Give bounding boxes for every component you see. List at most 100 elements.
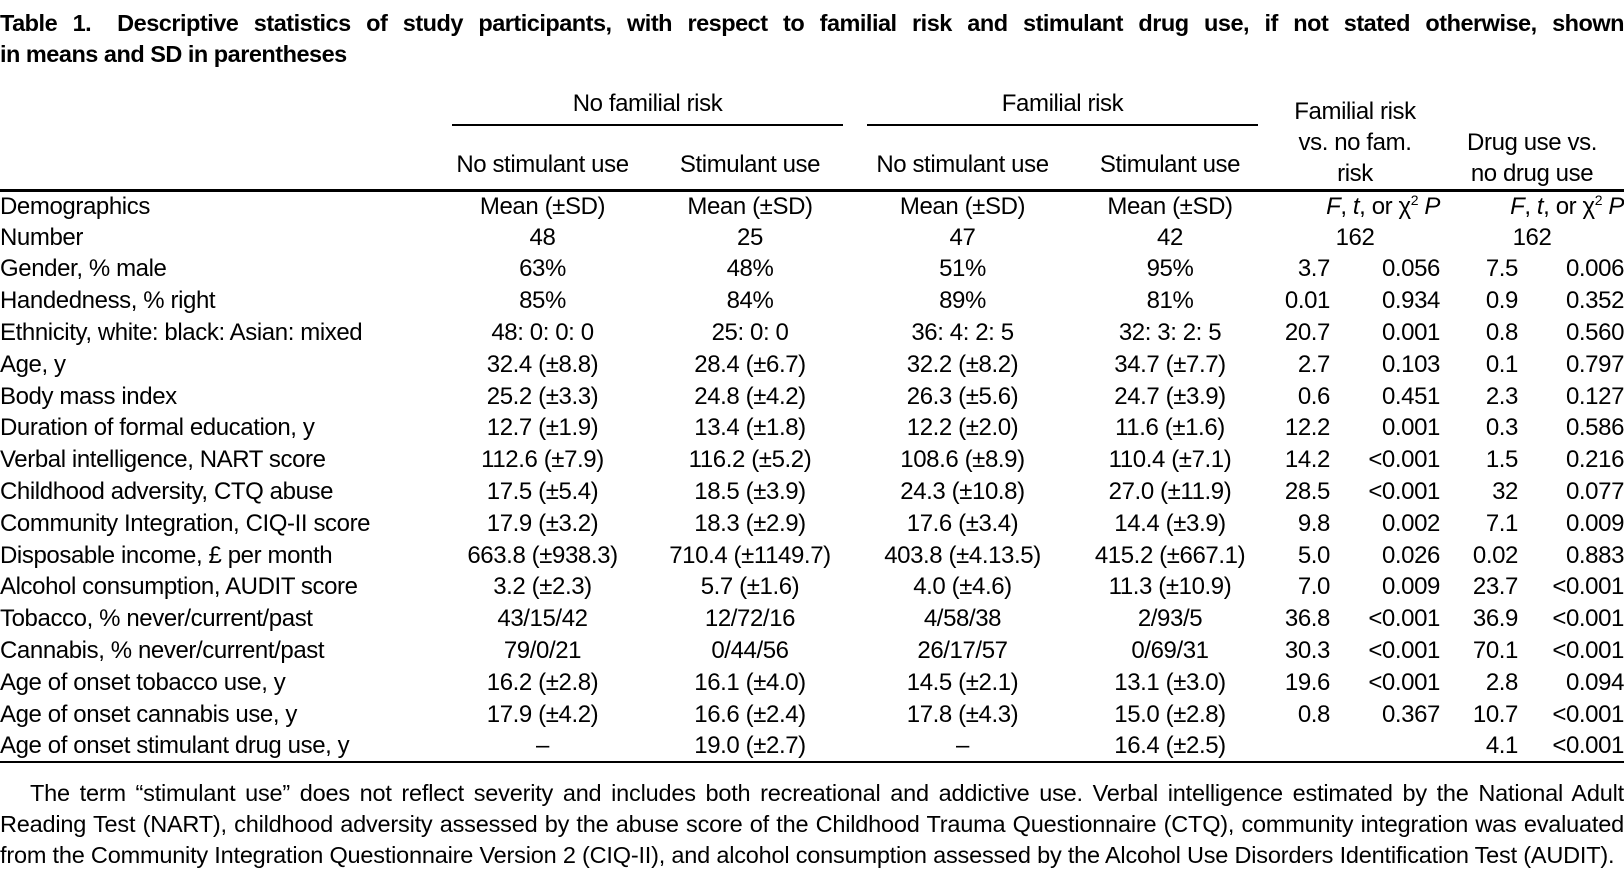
table-cell: 84%: [726, 287, 774, 315]
table-cell: 0.352: [1565, 287, 1624, 315]
table-cell: 43/15/42: [497, 605, 588, 633]
row-label: Community Integration, CIQ-II score: [0, 509, 371, 537]
table-cell: 24.7 (±3.9): [1114, 382, 1226, 410]
table-cell: 7.1: [1485, 509, 1519, 537]
table-cell: Mean (±SD): [899, 192, 1026, 220]
table-cell: 32: 3: 2: 5: [1118, 319, 1222, 347]
table-title-text: Descriptive statistics of study particip…: [117, 10, 1624, 36]
table-cell: 11.6 (±1.6): [1115, 414, 1225, 442]
table-cell: 13.4 (±1.8): [694, 414, 806, 442]
column-group-no-familial-risk: No familial risk: [440, 78, 855, 126]
table-cell: 0.002: [1381, 509, 1440, 537]
table-cell: 26.3 (±5.6): [906, 382, 1019, 410]
table-cell: 48: [529, 223, 556, 251]
table-cell: 7.5: [1485, 255, 1519, 283]
table-cell: <0.001: [1368, 637, 1440, 665]
empty-header-cell: [0, 78, 440, 126]
table-cell: 0/44/56: [711, 637, 789, 665]
column-header-stimulant-use: Stimulant use: [645, 126, 855, 192]
table-cell: 16.2 (±2.8): [486, 668, 599, 696]
table-cell: 19.0 (±2.7): [694, 731, 806, 759]
table-cell: <0.001: [1552, 731, 1624, 759]
table-cell: –: [956, 731, 969, 759]
row-label: Demographics: [0, 192, 150, 220]
table-cell: 0.02: [1472, 541, 1519, 569]
table-cell: <0.001: [1552, 605, 1624, 633]
table-cell: 32.2 (±8.2): [906, 350, 1019, 378]
table-cell: 24.3 (±10.8): [900, 478, 1025, 506]
table-cell: 116.2 (±5.2): [688, 446, 812, 474]
column-group-familial-vs-no-familial: Familial risk vs. no fam. risk: [1270, 78, 1440, 192]
table-cell: 19.6: [1284, 668, 1331, 696]
table-cell: 4.0 (±4.6): [913, 573, 1012, 601]
table-cell: [1330, 731, 1440, 763]
table-cell: 4/58/38: [923, 605, 1002, 633]
table-cell: 14.2: [1284, 446, 1331, 474]
table-cell: 13.1 (±3.0): [1114, 668, 1226, 696]
table-row: Age of onset cannabis use, y 17.9 (±4.2) 1…: [0, 699, 1624, 731]
column-group-label: risk: [1337, 159, 1373, 187]
row-label: Alcohol consumption, AUDIT score: [0, 573, 358, 601]
table-cell: 79/0/21: [503, 637, 582, 665]
table-cell: 32.4 (±8.8): [486, 350, 599, 378]
table-title-line1: Table 1. Descriptive statistics of study …: [0, 8, 1624, 39]
table-cell: 0/69/31: [1131, 637, 1209, 665]
row-label: Gender, % male: [0, 255, 167, 283]
table-row: Alcohol consumption, AUDIT score 3.2 (±2.…: [0, 572, 1624, 604]
table-number-label: Table 1.: [0, 10, 92, 36]
table-cell: 17.5 (±5.4): [486, 478, 599, 506]
table-cell: 26/17/57: [917, 637, 1008, 665]
table-cell: 0.451: [1381, 382, 1440, 410]
table-cell: 20.7: [1284, 319, 1331, 347]
table-cell: 0.001: [1381, 414, 1440, 442]
table-cell: 2.8: [1485, 668, 1519, 696]
table-cell: 0.026: [1381, 541, 1440, 569]
table-row: Age of onset stimulant drug use, y – 19.0 …: [0, 731, 1624, 763]
table-cell: 47: [949, 223, 976, 251]
table-cell: 4.1: [1485, 731, 1519, 759]
table-cell: 0.127: [1565, 382, 1624, 410]
table-row: Disposable income, £ per month 663.8 (±93…: [0, 540, 1624, 572]
table-cell: 16.4 (±2.5): [1114, 731, 1226, 759]
table-cell: 28.4 (±6.7): [694, 350, 806, 378]
sub-header-row: No stimulant use Stimulant use No stimul…: [0, 126, 1624, 192]
row-label: Duration of formal education, y: [0, 414, 315, 442]
table-cell: 0.009: [1381, 573, 1440, 601]
row-label: Childhood adversity, CTQ abuse: [0, 478, 334, 506]
table-cell: <0.001: [1552, 700, 1624, 728]
table-cell: 9.8: [1297, 509, 1331, 537]
paper-table-page: Table 1. Descriptive statistics of study …: [0, 8, 1624, 894]
table-cell: 14.5 (±2.1): [906, 668, 1019, 696]
table-cell: 25: 0: 0: [711, 319, 789, 347]
table-cell: <0.001: [1552, 573, 1624, 601]
table-cell: 663.8 (±938.3): [467, 541, 618, 569]
table-cell: 0.367: [1381, 700, 1440, 728]
table-row: Ethnicity, white: black: Asian: mixed 48:…: [0, 317, 1624, 349]
table-cell: 18.3 (±2.9): [694, 509, 806, 537]
table-cell: 0.01: [1284, 287, 1331, 315]
stat-header-familial: F, t, or χ2 P: [1326, 192, 1440, 221]
table-cell: 17.6 (±3.4): [906, 509, 1019, 537]
table-row: Cannabis, % never/current/past 79/0/21 0/4…: [0, 635, 1624, 667]
table-cell: 0.586: [1565, 414, 1624, 442]
table-cell: 17.9 (±4.2): [486, 700, 599, 728]
table-row-number: Number 48 25 47 42 162 162: [0, 222, 1624, 254]
table-cell: 17.8 (±4.3): [906, 700, 1019, 728]
row-label: Ethnicity, white: black: Asian: mixed: [0, 319, 363, 347]
table-cell: 108.6 (±8.9): [900, 446, 1025, 474]
table-cell: 30.3: [1284, 637, 1331, 665]
table-cell: 95%: [1146, 255, 1194, 283]
table-cell: 0.094: [1565, 668, 1624, 696]
table-cell: <0.001: [1368, 605, 1440, 633]
row-label: Disposable income, £ per month: [0, 541, 333, 569]
table-row: Age of onset tobacco use, y 16.2 (±2.8) 16…: [0, 667, 1624, 699]
row-label: Body mass index: [0, 382, 177, 410]
table-cell: 85%: [519, 287, 566, 315]
table-cell: 25: [737, 223, 763, 251]
table-row: Gender, % male 63% 48% 51% 95% 3.7 0.056 7.5 0.0…: [0, 254, 1624, 286]
table-cell: 36.8: [1284, 605, 1331, 633]
table-cell: 112.6 (±7.9): [481, 446, 604, 474]
table-row: Tobacco, % never/current/past 43/15/42 12/…: [0, 603, 1624, 635]
table-cell: <0.001: [1552, 637, 1624, 665]
table-cell: 32: [1492, 478, 1518, 506]
